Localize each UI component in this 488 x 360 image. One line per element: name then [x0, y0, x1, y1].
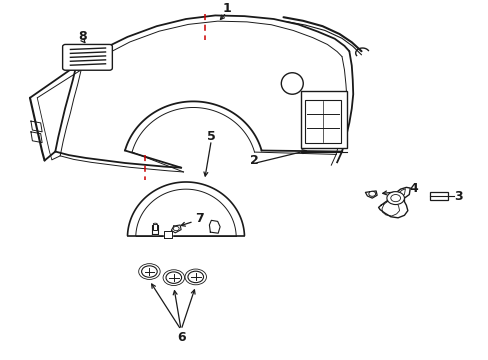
Text: 7: 7	[195, 212, 203, 225]
Text: 8: 8	[78, 30, 87, 43]
Circle shape	[165, 272, 181, 283]
Circle shape	[386, 192, 404, 204]
Polygon shape	[171, 225, 181, 233]
Text: 2: 2	[249, 154, 258, 167]
Circle shape	[142, 266, 157, 277]
Ellipse shape	[281, 73, 303, 94]
Polygon shape	[163, 231, 172, 238]
Polygon shape	[365, 191, 376, 198]
Text: 6: 6	[177, 330, 185, 343]
Polygon shape	[209, 220, 220, 233]
Polygon shape	[152, 225, 158, 234]
Circle shape	[368, 191, 375, 196]
Bar	[300, 91, 346, 148]
Circle shape	[173, 226, 179, 231]
FancyBboxPatch shape	[62, 44, 112, 70]
Bar	[429, 192, 447, 200]
Text: 5: 5	[206, 130, 215, 143]
Bar	[153, 224, 157, 230]
Text: 3: 3	[453, 190, 462, 203]
Ellipse shape	[153, 223, 157, 225]
Circle shape	[390, 194, 400, 202]
Circle shape	[187, 271, 203, 283]
Text: 1: 1	[222, 3, 230, 15]
Polygon shape	[378, 187, 409, 218]
Bar	[305, 100, 340, 143]
Text: 4: 4	[409, 181, 418, 195]
